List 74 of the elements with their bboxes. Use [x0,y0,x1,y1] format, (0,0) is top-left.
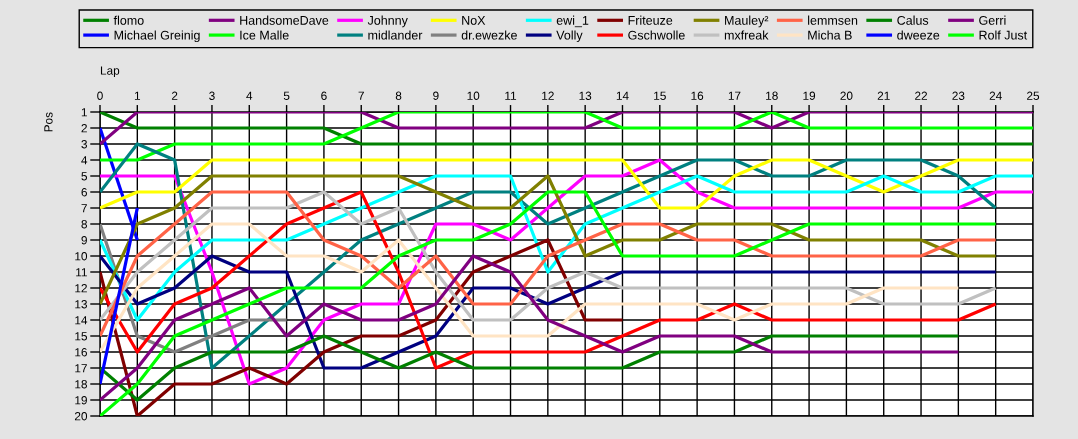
x-tick-label: 15 [654,91,666,100]
legend-label: Mauley² [725,15,769,28]
x-tick-label: 3 [209,91,215,100]
x-tick-label: 12 [542,91,554,100]
line-series [100,222,960,354]
y-axis-title: Pos [44,112,53,132]
legend-label: Ice Malle [240,30,289,40]
x-tick-label: 19 [803,91,816,100]
x-tick-label: 5 [283,91,290,100]
x-tick-label: 18 [766,91,778,100]
x-tick-label: 7 [358,91,364,100]
legend-label: ewi_1 [556,15,589,28]
x-tick-label: 0 [97,91,103,100]
x-tick-label: 21 [877,91,890,100]
y-tick-label: 11 [76,268,87,277]
x-tick-label: 14 [616,91,629,100]
y-tick-label: 14 [75,316,88,325]
y-tick-label: 19 [75,396,87,405]
legend-label: Michael Greinig [114,30,200,43]
y-tick-label: 15 [75,332,88,341]
legend-label: Calus [897,15,929,25]
x-tick-label: 4 [246,91,253,100]
x-tick-label: 20 [840,91,853,100]
y-tick-label: 3 [81,140,87,149]
x-tick-label: 10 [467,91,480,100]
legend-label: NoX [462,16,486,25]
y-tick-label: 10 [75,252,88,261]
x-tick-label: 11 [505,91,517,100]
line-series [100,190,998,370]
y-tick-label: 2 [81,124,87,133]
x-tick-label: 8 [395,91,402,100]
y-tick-label: 1 [81,108,87,117]
legend-label: Friteuze [628,15,673,25]
x-tick-label: 2 [171,91,178,100]
x-tick-label: 23 [952,91,965,100]
legend-label: Rolf Just [979,30,1028,40]
legend-label: dr.ewezke [461,30,517,40]
y-tick-label: 17 [75,364,87,373]
x-tick-label: 6 [321,91,327,100]
x-tick-label: 1 [134,91,141,100]
y-tick-label: 18 [75,380,87,389]
legend-label: mxfreak [724,30,769,40]
y-tick-label: 20 [74,412,88,421]
x-tick-label: 25 [1027,91,1040,100]
legend-label: Gerri [979,15,1006,25]
y-tick-label: 13 [75,300,87,309]
y-tick-label: 5 [81,172,88,181]
y-tick-label: 12 [75,284,87,293]
x-tick-label: 17 [728,91,741,100]
y-tick-label: 16 [75,348,87,357]
line-series [100,254,960,402]
legend-label: Johnny [367,15,408,28]
x-tick-label: 16 [691,91,704,100]
y-tick-label: 8 [81,220,87,229]
x-tick-label: 13 [579,91,592,100]
x-tick-label: 24 [989,91,1002,100]
legend-label: dweeze [897,30,940,40]
line-series [100,254,998,370]
y-tick-label: 9 [81,236,87,245]
x-tick-label: 9 [433,91,439,100]
line-series [100,334,960,402]
legend-label: Micha B [808,30,852,40]
y-tick-label: 6 [81,188,87,197]
line-series [100,190,998,416]
legend-label: flomo [113,15,144,25]
y-tick-label: 4 [81,156,88,165]
legend-label: Gschwolle [628,30,685,40]
legend-label: Volly [556,30,583,43]
legend-label: lemmsen [808,15,858,25]
legend-label: HandsomeDave [240,15,329,25]
x-tick-label: 22 [915,91,928,100]
x-axis-title: Lap [100,66,120,78]
y-tick-label: 7 [81,204,87,213]
legend-label: midlander [368,30,423,40]
